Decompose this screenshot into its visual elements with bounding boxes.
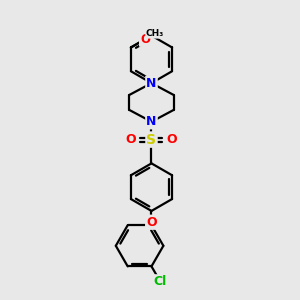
Text: N: N xyxy=(146,115,157,128)
Text: O: O xyxy=(167,133,177,146)
Text: Cl: Cl xyxy=(154,275,167,288)
Text: S: S xyxy=(146,133,157,147)
Text: CH₃: CH₃ xyxy=(146,29,164,38)
Text: N: N xyxy=(146,76,157,90)
Text: O: O xyxy=(126,133,136,146)
Text: O: O xyxy=(140,33,150,46)
Text: O: O xyxy=(146,216,157,229)
